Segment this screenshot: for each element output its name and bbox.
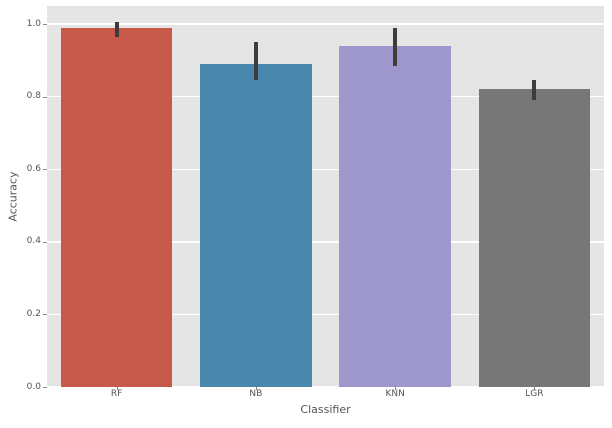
bar-knn: [339, 45, 451, 387]
bar-rf: [60, 27, 173, 387]
y-axis-label-wrap: Accuracy: [0, 6, 26, 387]
y-tick-mark: [43, 241, 47, 243]
y-tick-label: 1.0: [26, 18, 41, 29]
y-tick-mark: [43, 169, 47, 171]
error-bar-knn: [393, 27, 398, 66]
y-tick-mark: [43, 24, 47, 26]
x-axis-label: Classifier: [300, 403, 351, 416]
bar-nb: [200, 64, 312, 387]
error-bar-nb: [253, 42, 258, 81]
y-tick-mark: [43, 96, 47, 98]
gridline: [47, 386, 604, 388]
gridline: [47, 241, 604, 243]
gridline: [47, 23, 604, 25]
x-tick-mark-knn: [395, 387, 397, 390]
x-tick-label-knn: KNN: [385, 389, 405, 399]
plot-area: [47, 6, 604, 388]
gridline: [47, 95, 604, 98]
x-tick-label-lgr: LGR: [525, 389, 544, 399]
y-tick-label: 0.0: [26, 381, 41, 392]
y-tick-mark: [43, 314, 47, 316]
x-tick-mark-nb: [255, 387, 257, 390]
error-bar-rf: [114, 22, 119, 37]
x-tick-label-rf: RF: [110, 389, 123, 399]
gridline: [47, 313, 604, 316]
y-tick-label: 0.2: [26, 308, 41, 319]
x-tick-mark-lgr: [534, 387, 536, 390]
y-tick-mark: [43, 387, 47, 388]
y-tick-label: 0.8: [26, 91, 41, 102]
x-tick-mark-rf: [116, 387, 118, 390]
y-axis-label: Accuracy: [6, 171, 20, 222]
x-tick-label-nb: NB: [249, 389, 263, 399]
y-tick-label: 0.6: [26, 163, 41, 174]
bar-lgr: [478, 89, 591, 387]
gridline: [47, 168, 604, 171]
error-bar-lgr: [532, 80, 537, 101]
y-tick-label: 0.4: [26, 236, 41, 247]
